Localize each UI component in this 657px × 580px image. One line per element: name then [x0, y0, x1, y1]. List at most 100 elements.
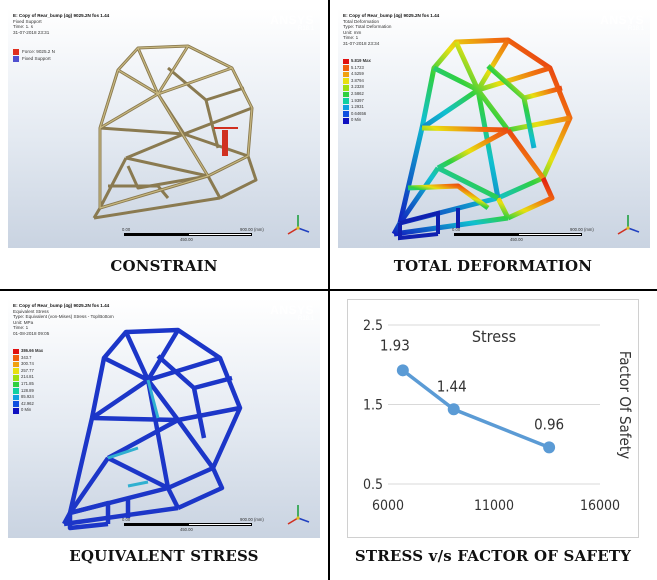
legend-label: 42.962 — [21, 400, 34, 406]
data-point — [447, 403, 460, 416]
legend-item: 257.77 — [13, 368, 43, 375]
legend-item: 3.8794 — [343, 78, 371, 85]
legend-label: 1.2931 — [351, 104, 364, 110]
axis-triad-icon — [287, 505, 310, 525]
header-line: Time: 1. s — [13, 24, 33, 30]
legend-item: 171.85 — [13, 381, 43, 388]
legend-swatch — [13, 394, 19, 401]
legend-swatch — [343, 71, 349, 78]
boundary-condition-list: Force: 9025.2 N Fixed Support — [13, 48, 55, 62]
legend-label: 343.7 — [21, 354, 32, 360]
scale-left: 0.00 — [122, 227, 131, 232]
header-line: 01-08-2018 09:05 — [13, 330, 50, 336]
legend-label: 5.1723 — [351, 64, 364, 70]
legend-label: 386.66 Max — [21, 348, 44, 353]
legend-label: 4.5259 — [351, 71, 364, 77]
chassis-frame-constrain — [92, 44, 258, 220]
x-tick-label: 11000 — [474, 498, 514, 514]
ansys-logo: ANSYS R18.1 — [600, 14, 644, 33]
header-line: E: Copy of Rear_bump (4g) 9025.2N fos 1.… — [13, 303, 110, 308]
ansys-logo: ANSYS R18.1 — [270, 304, 314, 323]
header-line: 31-07-2018 23:31 — [13, 29, 50, 35]
legend-item: 5.819 Max — [343, 58, 371, 65]
data-label: 1.44 — [437, 377, 467, 395]
legend-item: 386.66 Max — [13, 348, 43, 355]
chassis-frame-deformation — [391, 37, 573, 241]
legend-swatch — [343, 58, 349, 65]
legend-label: 300.74 — [21, 361, 34, 367]
header-line: Equivalent Stress — [13, 308, 49, 314]
legend-item: 0 Min — [343, 117, 371, 124]
legend-swatch — [13, 407, 19, 414]
legend-swatch — [13, 361, 19, 368]
legend-label: 171.85 — [21, 380, 34, 386]
legend-swatch — [13, 374, 19, 381]
legend-item: 85.924 — [13, 394, 43, 401]
scale-right: 900.00 (mm) — [570, 227, 594, 232]
legend-swatch — [343, 98, 349, 104]
ansys-name: ANSYS — [600, 13, 644, 27]
stress-vs-fos-chart: 0.5 1.5 2.5 6000 11000 16000 Stress Factor Of S… — [347, 299, 639, 538]
scale-bar-white — [188, 523, 252, 526]
ansys-name: ANSYS — [270, 303, 314, 317]
ansys-logo: ANSYS R18.1 — [270, 14, 314, 33]
legend-swatch — [343, 78, 349, 84]
legend-item: 1.9397 — [343, 98, 371, 105]
legend-swatch — [13, 368, 19, 374]
caption-total-deformation: TOTAL DEFORMATION — [393, 257, 593, 275]
header-line: Time: 1 — [13, 325, 29, 331]
legend-label: 0.64656 — [351, 110, 367, 116]
ansys-version: R18.1 — [297, 26, 314, 32]
scale-bar: 0.00 900.00 (mm) 450.00 — [116, 516, 266, 534]
scale-bar: 0.00 900.00 (mm) 450.00 — [446, 226, 596, 244]
scale-left: 0.00 — [452, 227, 461, 232]
data-point — [396, 364, 409, 377]
legend-label: 2.5862 — [351, 90, 364, 96]
legend-item: 5.1723 — [343, 65, 371, 72]
bc-label: Force: 9025.2 N — [22, 49, 55, 54]
legend-item: 2.5862 — [343, 91, 371, 98]
data-label: 0.96 — [534, 415, 564, 433]
bc-fixed-support: Fixed Support — [13, 55, 55, 62]
force-swatch — [13, 48, 19, 55]
legend-label: 257.77 — [21, 367, 34, 373]
legend-swatch — [343, 111, 349, 117]
legend-item: 300.74 — [13, 361, 43, 368]
x-tick-label: 6000 — [372, 498, 404, 514]
legend-swatch — [13, 401, 19, 407]
header-line: Total Deformation — [343, 18, 380, 24]
legend-label: 3.8794 — [351, 77, 364, 83]
chassis-frame-stress — [62, 327, 243, 531]
caption-stress-vs-fos: STRESS v/s FACTOR OF SAFETY — [354, 547, 632, 565]
header-line: Type: Total Deformation — [343, 24, 392, 30]
legend-item: 4.5259 — [343, 71, 371, 78]
legend-item: 214.81 — [13, 374, 43, 381]
legend-label: 1.9397 — [351, 97, 364, 103]
axis-triad-icon — [617, 215, 640, 235]
axis-triad-icon — [287, 215, 310, 235]
legend-item: 0.64656 — [343, 111, 371, 118]
ansys-version: R18.1 — [297, 316, 314, 322]
x-tick-label: 16000 — [580, 498, 620, 514]
y-tick-label: 1.5 — [363, 398, 383, 414]
caption-equivalent-stress: EQUIVALENT STRESS — [69, 547, 259, 565]
scale-bar-white — [518, 233, 582, 236]
legend-label: 5.819 Max — [351, 58, 371, 63]
panel-header: E: Copy of Rear_bump (4g) 9025.2N fos 1.… — [343, 13, 439, 47]
header-line: Time: 1 — [343, 35, 359, 41]
header-line: Unit: mm — [343, 29, 362, 35]
legend-label: 214.81 — [21, 374, 34, 380]
legend-label: 0 Min — [351, 117, 362, 123]
panel-header: E: Copy of Rear_bump (4g) 9025.2N fos 1.… — [13, 303, 114, 337]
legend-item: 343.7 — [13, 355, 43, 362]
y-axis-label: Factor Of Safety — [616, 351, 634, 459]
scale-left: 0.00 — [122, 517, 131, 522]
legend-label: 85.924 — [21, 394, 34, 400]
bc-force: Force: 9025.2 N — [13, 48, 55, 55]
legend-item: 3.2328 — [343, 84, 371, 91]
legend-swatch — [343, 84, 349, 91]
header-line: Type: Equivalent (von-Mises) Stress - To… — [13, 314, 114, 320]
legend-swatch — [343, 117, 349, 124]
color-legend: 5.819 Max 5.1723 4.5259 3.8794 3.2328 2.5862 1… — [343, 58, 371, 124]
